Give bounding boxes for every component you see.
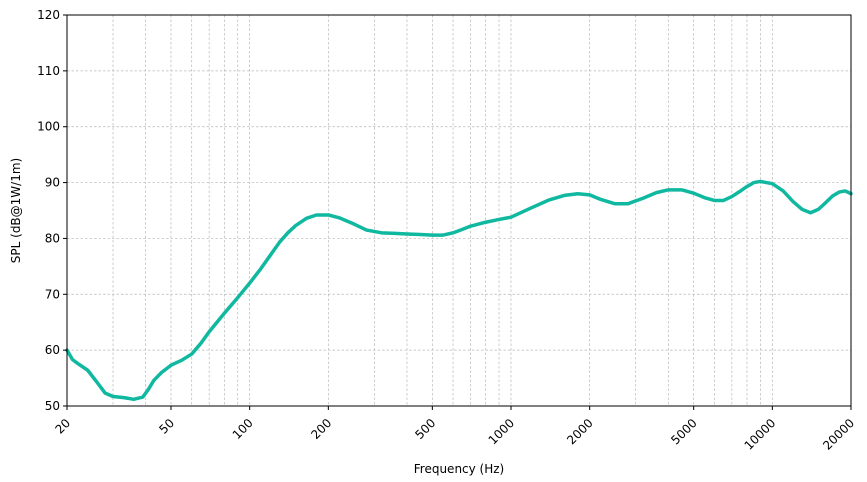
y-tick-label: 50 (45, 399, 60, 413)
plot-frame (66, 14, 852, 407)
y-tick-label: 60 (45, 343, 60, 357)
y-tick-label: 110 (37, 64, 60, 78)
y-tick-label: 100 (37, 120, 60, 134)
grid (67, 15, 851, 406)
y-tick-label: 120 (37, 8, 60, 22)
plot-area (65, 179, 853, 402)
y-tick-label: 70 (45, 287, 60, 301)
y-tick-label: 80 (45, 231, 60, 245)
y-tick-label: 90 (45, 176, 60, 190)
spl-series-line (65, 179, 853, 402)
y-axis-label: SPL (dB@1W/1m) (9, 158, 23, 263)
x-axis-label: Frequency (Hz) (414, 462, 505, 476)
